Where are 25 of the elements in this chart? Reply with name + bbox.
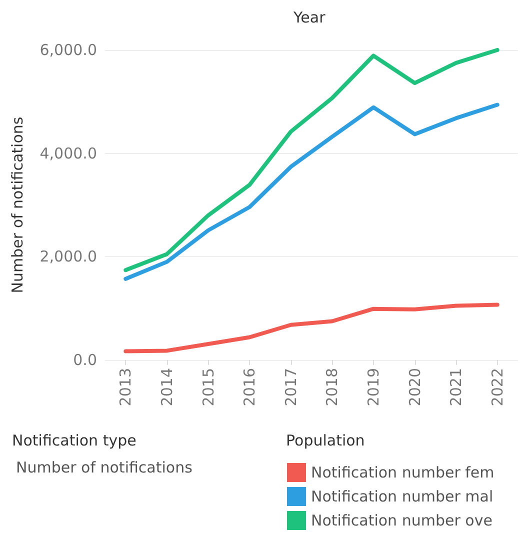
legend-label: Notification number ove xyxy=(311,512,492,530)
x-tick-label: 2014 xyxy=(158,368,176,406)
y-tick-label: 6,000.0 xyxy=(40,41,97,59)
x-tick-label: 2018 xyxy=(323,368,342,406)
y-tick-label: 0.0 xyxy=(73,351,97,369)
y-tick-label: 4,000.0 xyxy=(40,144,97,162)
legend-label: Notification number mal xyxy=(311,488,494,506)
x-tick-label: 2015 xyxy=(199,368,218,406)
x-axis-title: Year xyxy=(292,8,326,26)
line-series xyxy=(124,48,500,272)
x-tick-label: 2016 xyxy=(240,368,259,406)
line-series xyxy=(124,302,500,354)
x-tick-label: 2013 xyxy=(116,368,135,406)
text: Number of notifications xyxy=(16,458,193,476)
x-tick-label: 2022 xyxy=(488,368,506,406)
x-tick-label: 2020 xyxy=(406,368,424,406)
text: Notification type xyxy=(12,432,136,450)
y-axis-title: Number of notifications xyxy=(8,116,26,294)
x-tick-label: 2019 xyxy=(364,368,382,406)
y-tick-label: 2,000.0 xyxy=(40,248,97,266)
legend-label: Notification number fem xyxy=(311,464,494,482)
line-series xyxy=(124,102,500,281)
legend-title: Population xyxy=(286,432,365,450)
x-tick-label: 2021 xyxy=(447,368,466,406)
x-tick-label: 2017 xyxy=(282,368,300,406)
